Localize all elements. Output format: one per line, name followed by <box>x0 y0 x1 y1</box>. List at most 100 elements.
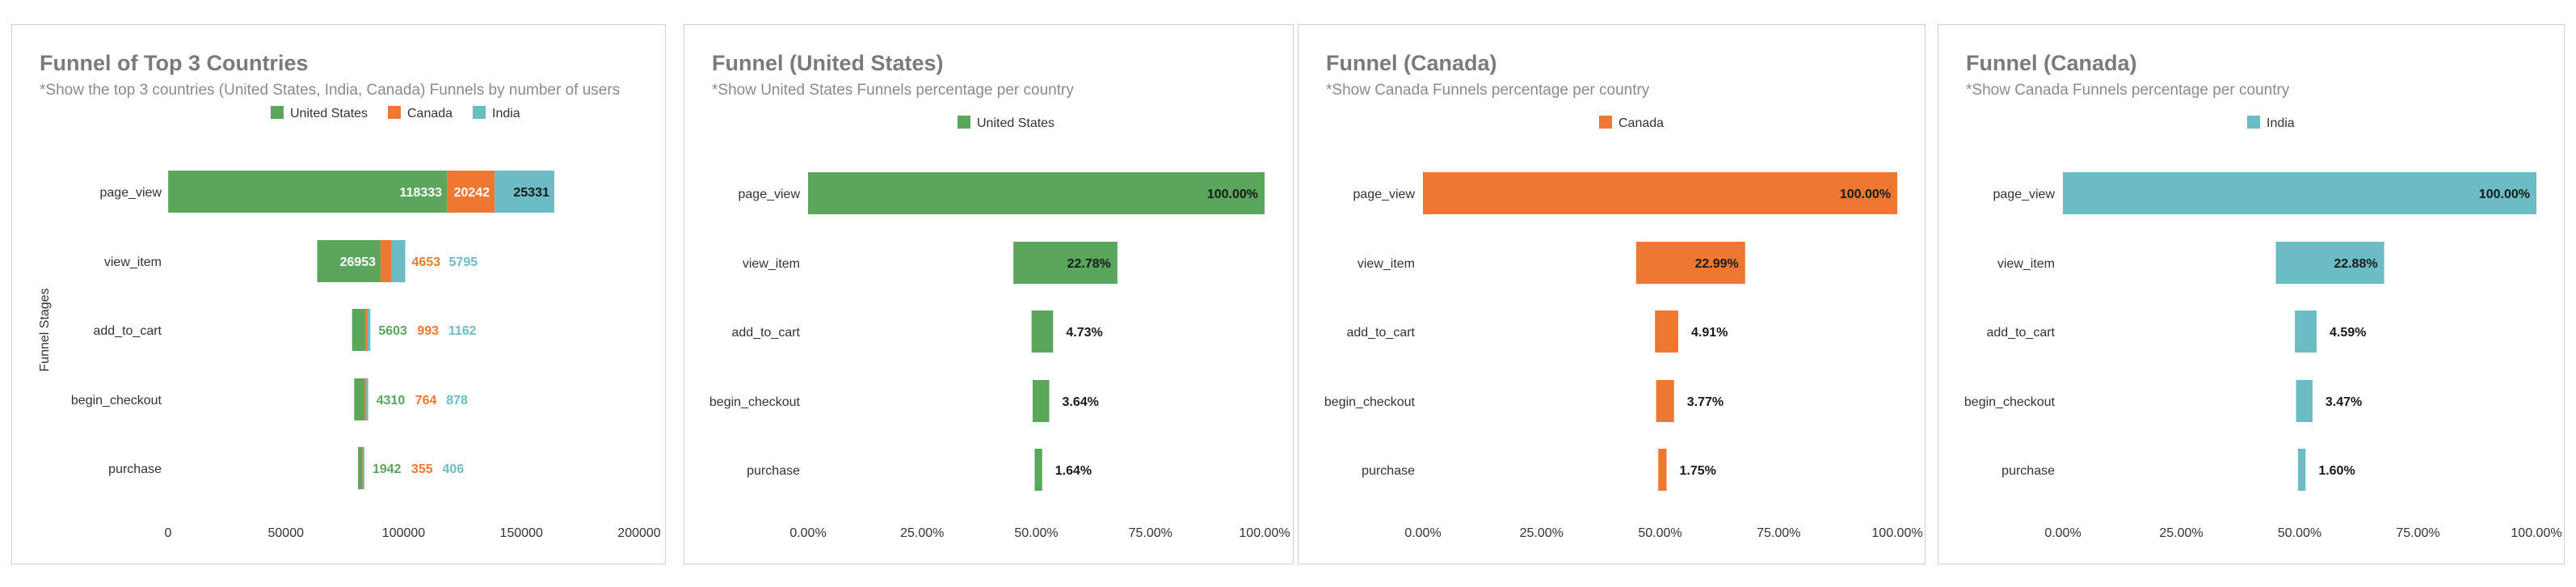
panel-title: Funnel (United States) <box>712 51 944 75</box>
x-tick-label: 0 <box>165 526 172 540</box>
data-label: 3.47% <box>2326 395 2362 409</box>
panel-subtitle: *Show the top 3 countries (United States… <box>40 82 621 99</box>
panel-title: Funnel (Canada) <box>1326 51 1497 75</box>
category-label: add_to_cart <box>1986 326 2055 340</box>
x-tick-label: 100.00% <box>2511 526 2561 540</box>
bar <box>1032 380 1050 422</box>
data-label: 993 <box>417 324 439 338</box>
x-tick-label: 25.00% <box>1520 526 1564 540</box>
bar-segment <box>381 240 392 282</box>
x-tick-label: 75.00% <box>1129 526 1172 540</box>
x-tick-label: 200000 <box>617 526 660 540</box>
chart-svg: India page_view 100.00% view_item 22.88% add_… <box>1964 116 2562 540</box>
panel-title: Funnel of Top 3 Countries <box>40 51 309 75</box>
category-label: page_view <box>100 186 162 200</box>
bar-segment <box>367 309 371 351</box>
bar <box>1635 242 1745 284</box>
category-label: begin_checkout <box>1964 395 2056 409</box>
bar-segment <box>317 240 381 282</box>
legend-swatch <box>2247 116 2260 129</box>
chart-svg: United States Canada India Funnel Stages pag… <box>38 106 661 540</box>
legend-label: United States <box>290 107 368 120</box>
data-label: 1.64% <box>1055 464 1092 478</box>
panel-subtitle: *Show Canada Funnels percentage per coun… <box>1326 82 1650 99</box>
x-tick-label: 100.00% <box>1871 526 1922 540</box>
legend-label: United States <box>977 116 1054 130</box>
category-label: add_to_cart <box>1346 326 1415 340</box>
bar-segment <box>354 378 364 420</box>
data-label: 878 <box>446 394 468 408</box>
bar-segment <box>351 309 366 351</box>
data-label: 1942 <box>373 462 402 476</box>
bar-segment <box>495 171 554 213</box>
bar <box>1656 380 1674 422</box>
data-label: 4.91% <box>1691 326 1728 340</box>
legend-label: India <box>492 107 520 120</box>
category-label: view_item <box>743 257 800 271</box>
x-tick-label: 0.00% <box>1404 526 1441 540</box>
data-label: 406 <box>442 462 464 476</box>
legend-label: India <box>2267 116 2295 130</box>
data-label: 3.77% <box>1687 395 1724 409</box>
category-label: page_view <box>1993 188 2056 201</box>
x-tick-label: 75.00% <box>2396 526 2439 540</box>
x-tick-label: 50.00% <box>1638 526 1682 540</box>
bar-segment <box>365 309 368 351</box>
bar-segment <box>362 447 364 489</box>
funnel-canada-panel: Funnel (Canada) *Show Canada Funnels per… <box>1298 24 1926 564</box>
data-label: 22.78% <box>1067 257 1111 271</box>
category-label: page_view <box>739 188 801 201</box>
data-label: 100.00% <box>1840 188 1891 201</box>
panel-title: Funnel (Canada) <box>1966 51 2137 75</box>
data-label: 5603 <box>378 324 407 338</box>
bar <box>2296 380 2313 422</box>
legend-swatch <box>388 106 401 119</box>
category-label: purchase <box>1362 464 1415 478</box>
x-tick-label: 50000 <box>268 526 305 540</box>
bar <box>2297 449 2306 491</box>
data-label: 1.75% <box>1680 464 1716 478</box>
bar-segment <box>391 240 406 282</box>
x-tick-label: 150000 <box>500 526 543 540</box>
data-label: 22.99% <box>1694 257 1738 271</box>
legend-swatch <box>1599 116 1612 129</box>
data-label: 100.00% <box>2479 188 2530 201</box>
bar <box>808 172 1265 214</box>
data-label: 26953 <box>340 255 377 269</box>
bar-segment <box>358 447 363 489</box>
bar <box>2063 172 2536 214</box>
data-label: 764 <box>415 394 437 408</box>
x-tick-label: 25.00% <box>2159 526 2203 540</box>
x-tick-label: 0.00% <box>2044 526 2081 540</box>
data-label: 4310 <box>377 394 406 408</box>
data-label: 4.59% <box>2330 326 2366 340</box>
x-tick-label: 50.00% <box>1014 526 1058 540</box>
bar <box>1423 172 1897 214</box>
legend-label: Canada <box>407 107 452 120</box>
bar-segment <box>447 171 495 213</box>
data-label: 1.60% <box>2318 464 2355 478</box>
category-label: view_item <box>1357 257 1415 271</box>
data-label: 20242 <box>454 186 490 200</box>
category-label: purchase <box>108 462 162 476</box>
category-label: begin_checkout <box>71 394 162 408</box>
data-label: 1162 <box>448 324 477 338</box>
bar <box>2275 242 2384 284</box>
x-tick-label: 75.00% <box>1757 526 1800 540</box>
data-label: 3.64% <box>1063 395 1099 409</box>
bar <box>1658 449 1667 491</box>
bar <box>2295 310 2317 353</box>
category-label: page_view <box>1353 188 1416 201</box>
panel-subtitle: *Show United States Funnels percentage p… <box>712 82 1074 99</box>
panel-subtitle: *Show Canada Funnels percentage per coun… <box>1966 82 2290 99</box>
bar <box>1031 310 1054 353</box>
bar-segment <box>168 171 448 213</box>
data-label: 355 <box>411 462 433 476</box>
legend-swatch <box>271 106 284 119</box>
data-label: 22.88% <box>2334 257 2377 271</box>
bar-segment <box>364 378 367 420</box>
category-label: begin_checkout <box>709 395 801 409</box>
x-tick-label: 25.00% <box>900 526 944 540</box>
category-label: purchase <box>2001 464 2055 478</box>
chart-svg: United States page_view 100.00% view_item 22… <box>709 116 1290 540</box>
